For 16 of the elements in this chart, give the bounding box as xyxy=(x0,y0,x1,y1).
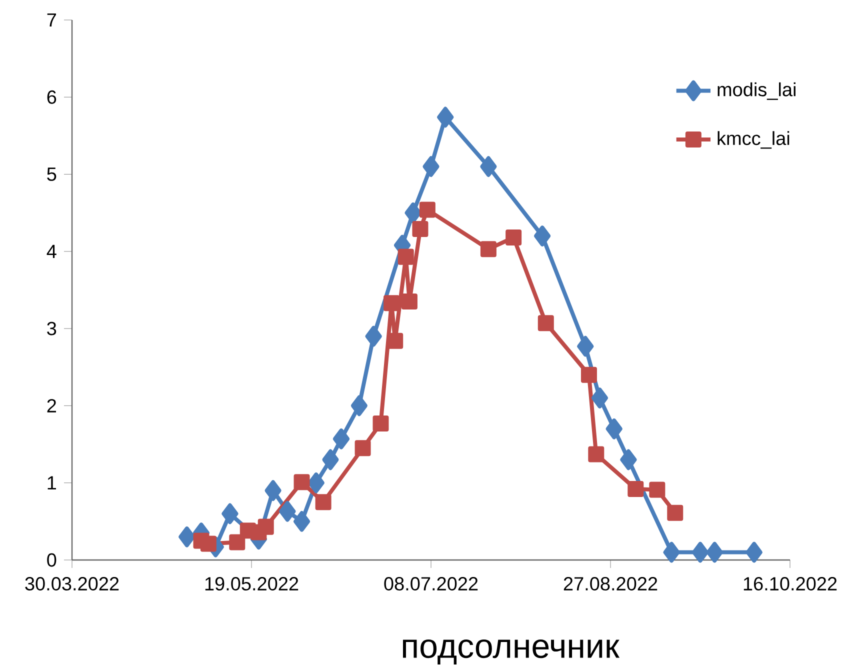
y-tick-label: 6 xyxy=(47,90,56,104)
y-tick-label: 7 xyxy=(47,13,56,27)
x-tick-label: 27.08.2022 xyxy=(564,577,658,591)
y-tick-label: 0 xyxy=(47,553,56,567)
x-tick-label: 19.05.2022 xyxy=(205,577,298,591)
x-tick-label: 16.10.2022 xyxy=(744,577,837,591)
y-tick-label: 3 xyxy=(47,322,56,336)
y-tick-label: 2 xyxy=(47,399,56,412)
y-tick-label: 1 xyxy=(48,476,56,490)
x-tick-label: 08.07.2022 xyxy=(384,577,478,591)
text: подсолнечник xyxy=(403,639,620,665)
x-tick-label: 30.03.2022 xyxy=(25,577,119,591)
y-tick-label: 4 xyxy=(46,244,56,258)
legend-label: modis_lai xyxy=(718,82,796,100)
legend-label: kmcc_lai xyxy=(718,131,790,149)
y-tick-label: 5 xyxy=(47,168,56,181)
